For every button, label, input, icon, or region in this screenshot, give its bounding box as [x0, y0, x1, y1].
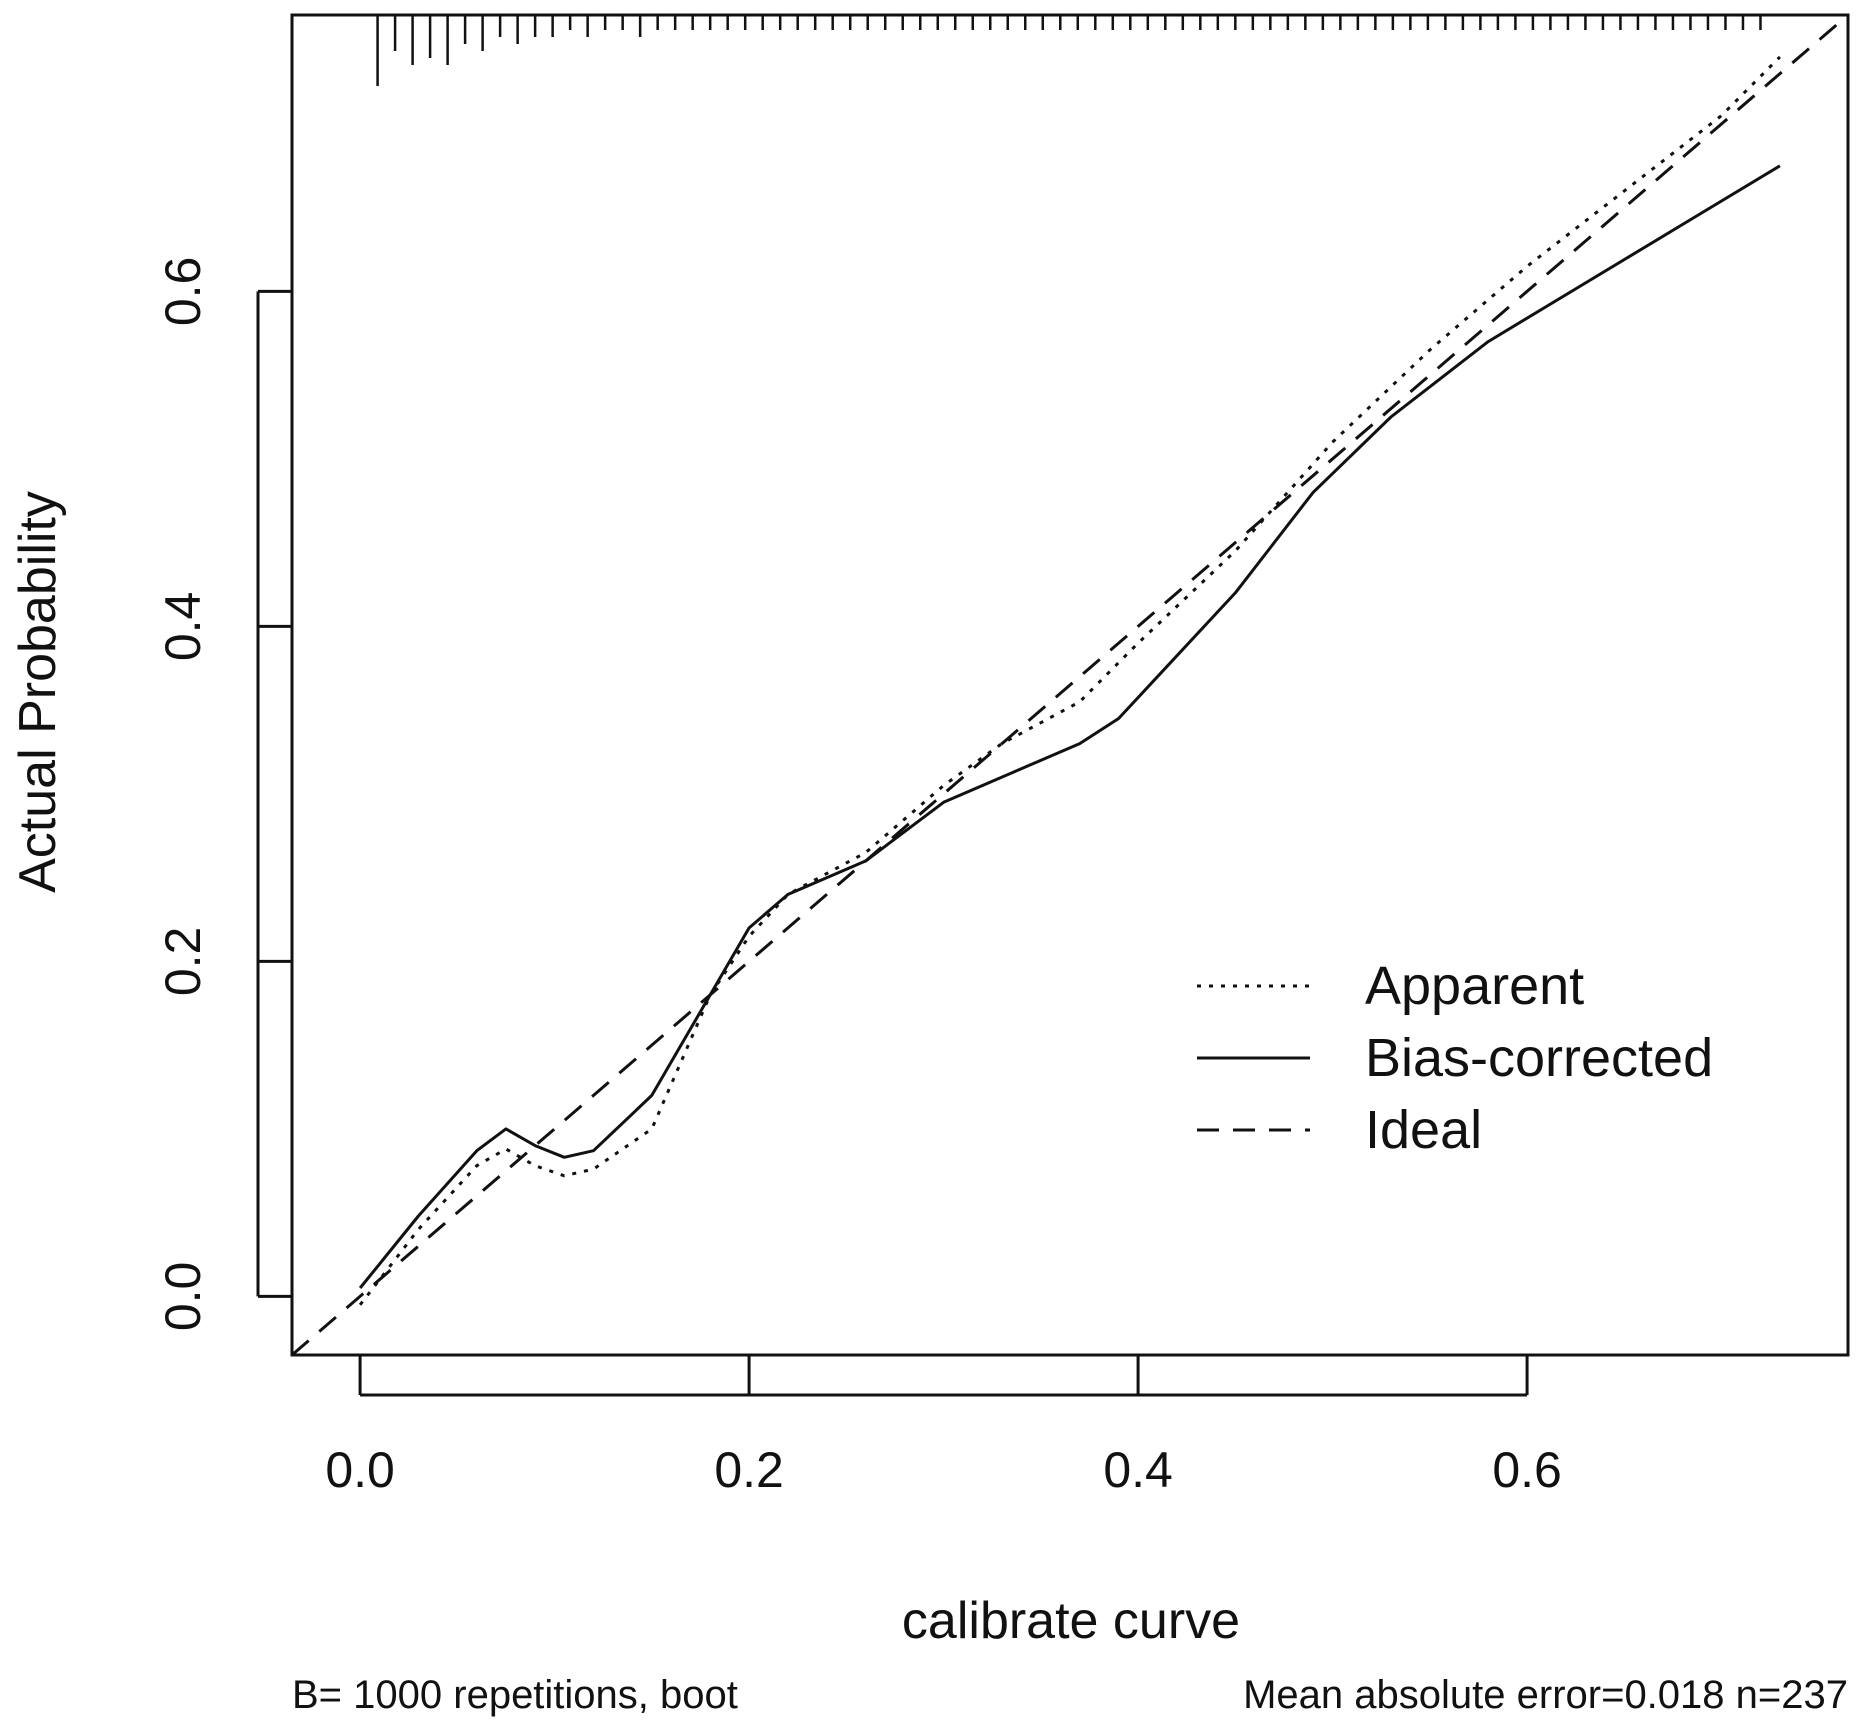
- y-axis: 0.0 0.2 0.4 0.6: [155, 257, 293, 1332]
- y-tick-label: 0.6: [155, 257, 211, 327]
- y-tick-label: 0.0: [155, 1262, 211, 1332]
- footnote-mean-absolute-error: Mean absolute error=0.018 n=237: [1243, 1673, 1848, 1717]
- y-tick-label: 0.2: [155, 927, 211, 997]
- x-axis: 0.0 0.2 0.4 0.6: [325, 1355, 1562, 1498]
- legend-label-ideal: Ideal: [1365, 1100, 1482, 1160]
- plot-frame: [290, 13, 1850, 1357]
- x-tick-label: 0.6: [1492, 1442, 1562, 1498]
- legend-label-apparent: Apparent: [1365, 956, 1584, 1016]
- plot-area: [290, 13, 1850, 1357]
- x-axis-title: calibrate curve: [902, 1592, 1240, 1650]
- x-tick-label: 0.4: [1103, 1442, 1173, 1498]
- y-tick-label: 0.4: [155, 592, 211, 662]
- y-axis-title: Actual Probability: [9, 491, 67, 893]
- series-line-bias-corrected: [358, 164, 1781, 1289]
- footnote-repetitions: B= 1000 repetitions, boot: [292, 1673, 738, 1717]
- x-tick-label: 0.0: [325, 1442, 395, 1498]
- legend: Apparent Bias-corrected Ideal: [1197, 956, 1713, 1160]
- legend-label-bias-corrected: Bias-corrected: [1365, 1028, 1713, 1088]
- x-tick-label: 0.2: [714, 1442, 784, 1498]
- series-line-apparent: [358, 55, 1781, 1306]
- series-line-ideal: [291, 13, 1849, 1357]
